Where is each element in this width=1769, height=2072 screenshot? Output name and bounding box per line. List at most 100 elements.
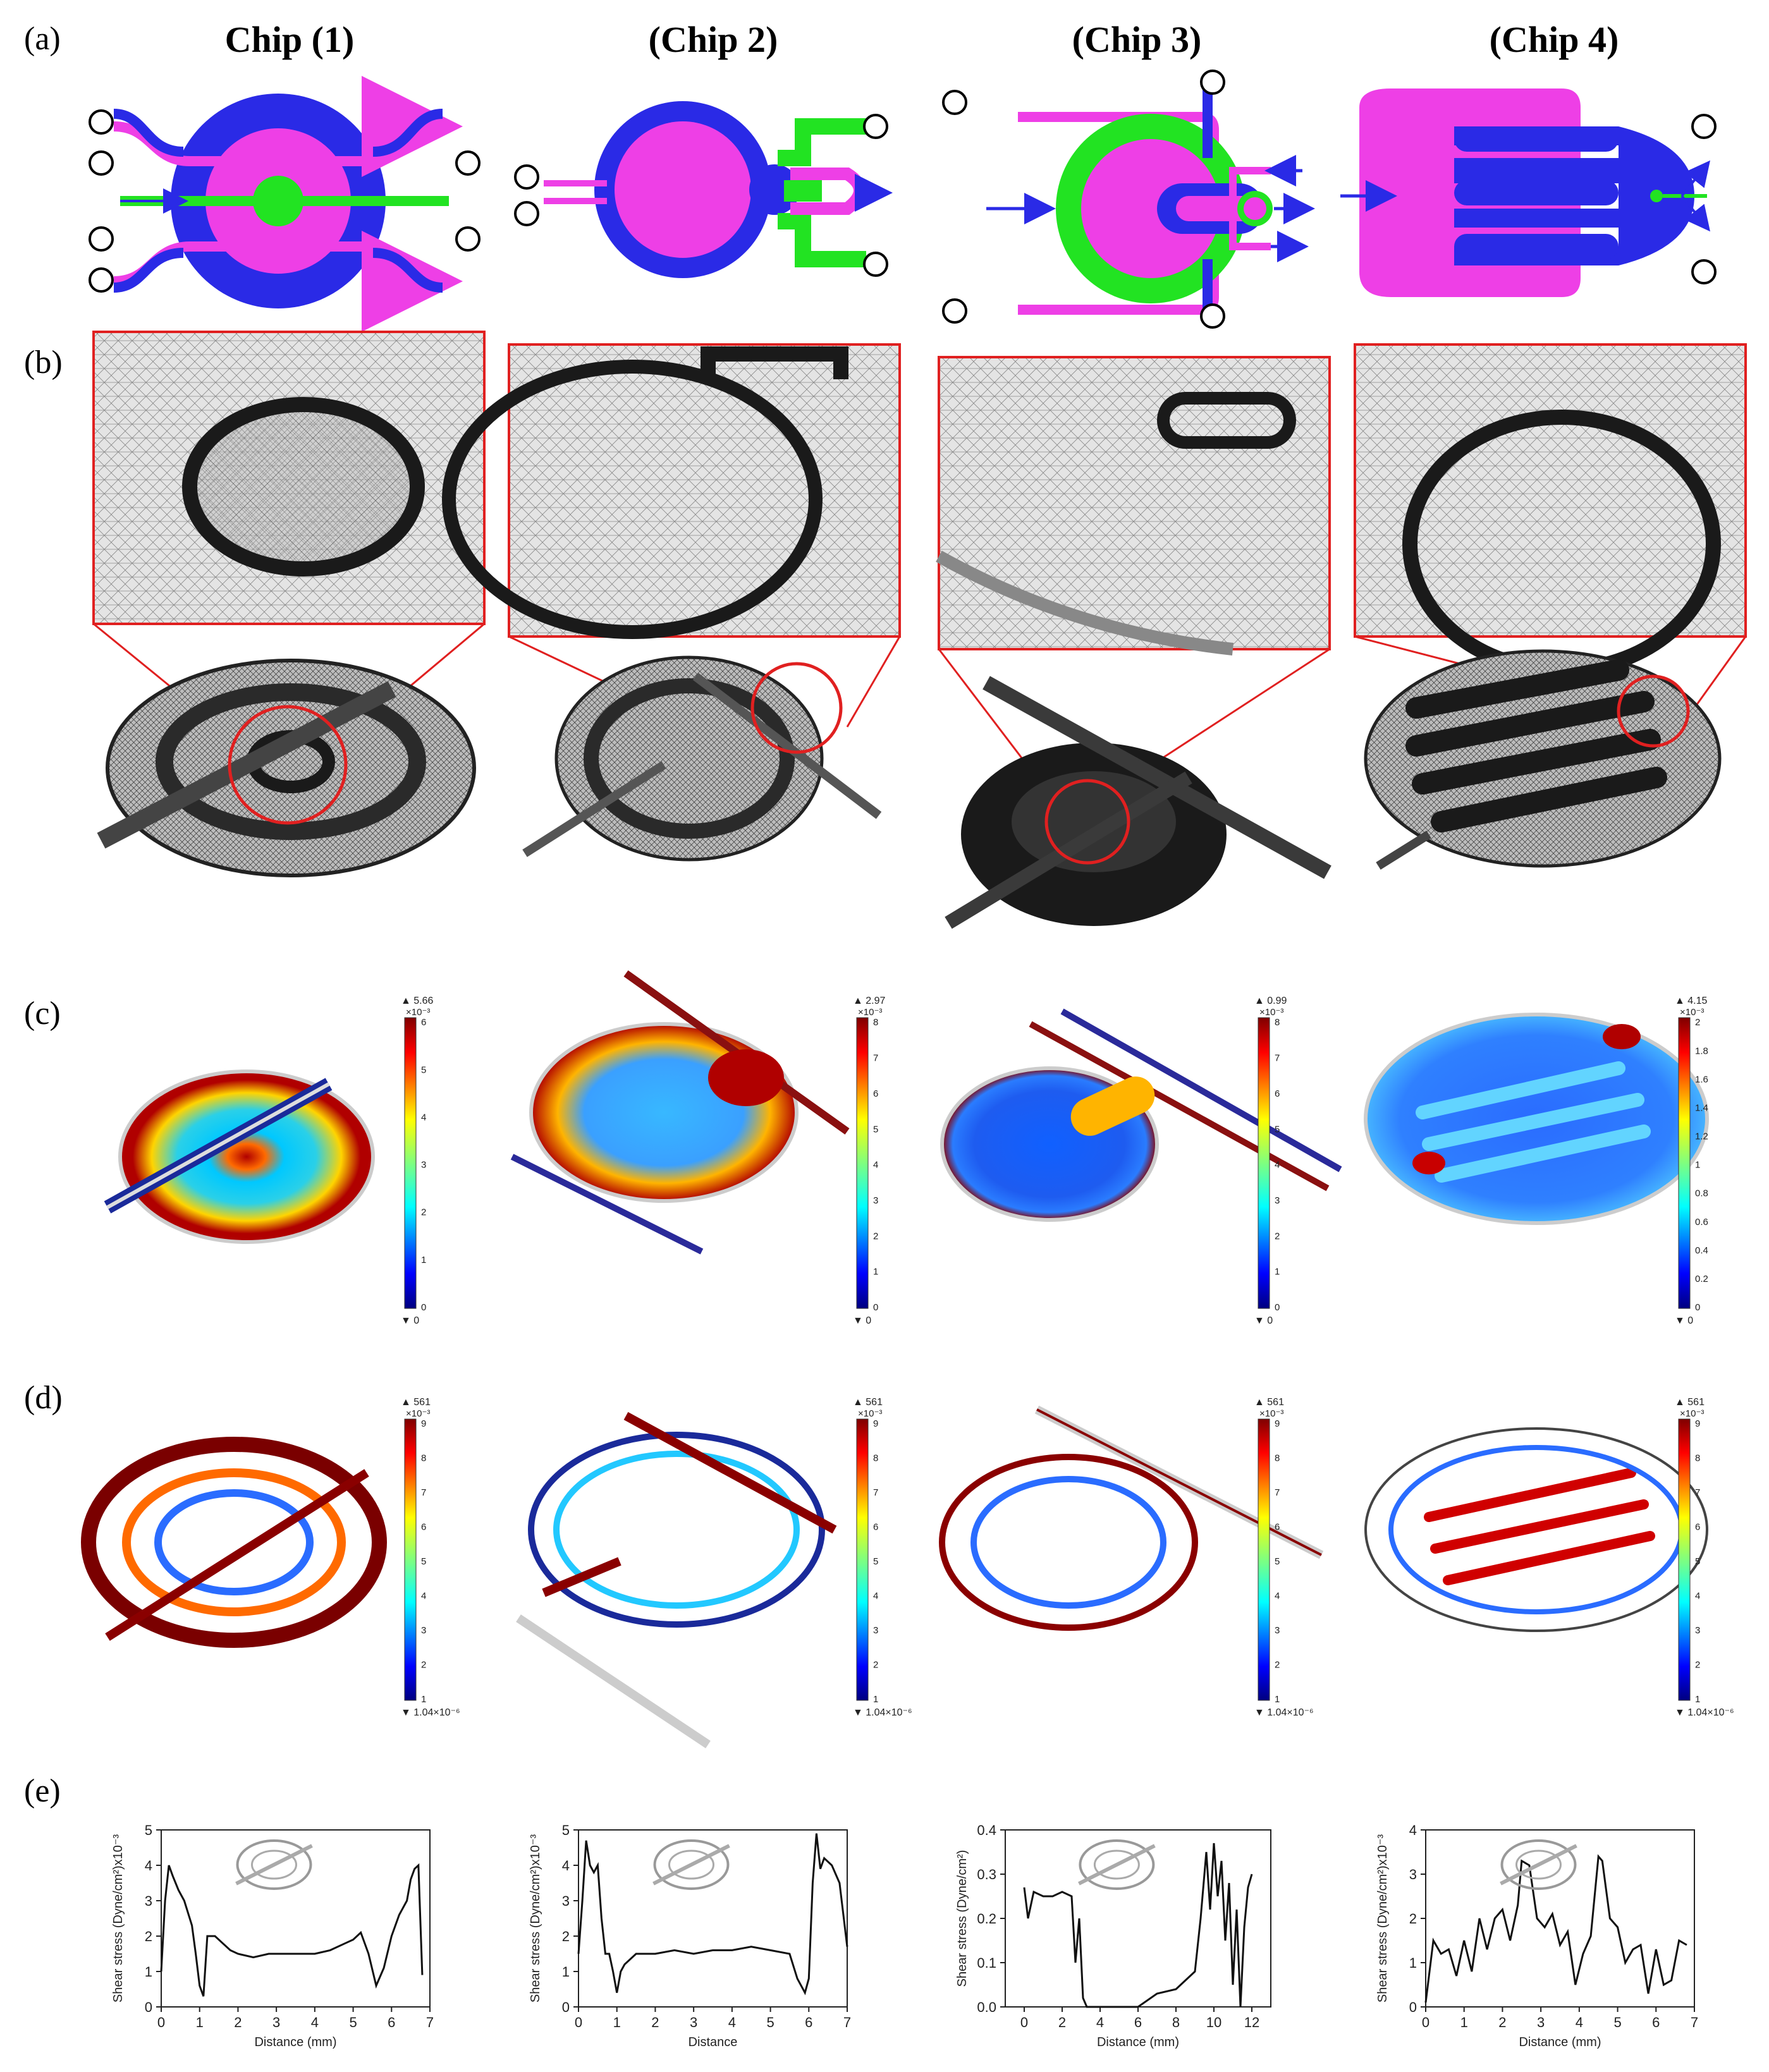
x-axis-label: Distance (mm) <box>1519 2035 1601 2049</box>
colorbar-tick: 2 <box>1695 1659 1700 1670</box>
colorbar-c-1: ▲ 5.66×10⁻³ ▼ 00 1 2 3 4 5 6 <box>401 996 434 1326</box>
colorbar-tick: 6 <box>421 1521 426 1532</box>
x-tick-label: 2 <box>1498 2014 1506 2030</box>
colorbar-min-label: ▼ 0 <box>401 1315 419 1326</box>
colorbar-tick: 9 <box>1695 1418 1700 1429</box>
inset-outer-ring <box>1500 1839 1577 1890</box>
colorbar-tick: 3 <box>421 1625 426 1636</box>
panel-label-d: (d) <box>24 1380 63 1416</box>
colorbar-tick: 2 <box>873 1231 878 1241</box>
colorbar-tick: 6 <box>1695 1521 1700 1532</box>
colorbar-tick: 1.6 <box>1695 1074 1708 1085</box>
y-tick-label: 0.4 <box>977 1822 996 1838</box>
colorbar-gradient <box>856 1017 869 1309</box>
y-tick-label: 3 <box>562 1893 570 1909</box>
x-tick-label: 3 <box>1537 2014 1545 2030</box>
x-tick-label: 12 <box>1244 2014 1259 2030</box>
chip-2-header: (Chip 2) <box>649 19 778 60</box>
colorbar-exponent-label: ×10⁻³ <box>858 1007 882 1018</box>
colorbar-max-label: ▲ 2.97 <box>853 996 886 1006</box>
y-tick-label: 1 <box>562 1964 570 1980</box>
chip-2-shear-map <box>510 970 850 1255</box>
chip-4-schematic <box>1340 88 1717 297</box>
y-axis-label: Shear stress (Dyne/cm²)x10⁻³ <box>529 1834 542 2003</box>
chip-2-schematic <box>514 101 893 278</box>
y-tick-label: 0.1 <box>977 1955 996 1971</box>
colorbar-tick: 8 <box>421 1453 426 1463</box>
colorbar-tick: 0.8 <box>1695 1188 1708 1199</box>
colorbar-tick: 9 <box>421 1418 426 1429</box>
colorbar-tick: 0 <box>1275 1302 1280 1313</box>
chip-inset-icon <box>1500 1839 1577 1890</box>
shear-chart-2: 0 1 2 3 4 5 6 7 0 1 2 3 4 5 Distance Shear stress (Dyne… <box>529 1822 851 2049</box>
colorbar-tick: 9 <box>1275 1418 1280 1429</box>
colorbar-c-4: ▲ 4.15×10⁻³ ▼ 00 0.2 0.4 0.6 0.8 1 1.2 1.4 1.6 1.8… <box>1675 996 1708 1326</box>
x-tick-label: 6 <box>1652 2014 1660 2030</box>
colorbar-tick: 3 <box>1695 1625 1700 1636</box>
x-tick-label: 4 <box>1576 2014 1583 2030</box>
colorbar-tick: 3 <box>421 1160 426 1171</box>
colorbar-tick: 0 <box>873 1302 878 1313</box>
colorbar-tick: 1 <box>421 1255 426 1265</box>
colorbar-tick: 5 <box>873 1556 878 1567</box>
inset-channel <box>1078 1844 1156 1886</box>
colorbar-tick: 5 <box>1695 1556 1700 1567</box>
inset-inner-ring <box>251 1850 297 1880</box>
colorbar-tick: 2 <box>421 1207 426 1218</box>
chip-inset-icon <box>652 1839 730 1890</box>
chip-3-schematic <box>942 70 1315 329</box>
colorbar-exponent-label: ×10⁻³ <box>1259 1408 1283 1419</box>
x-tick-label: 5 <box>766 2014 774 2030</box>
colorbar-min-label: ▼ 1.04×10⁻⁶ <box>1675 1707 1734 1718</box>
colorbar-gradient <box>1678 1017 1691 1309</box>
colorbar-tick: 1.2 <box>1695 1131 1708 1142</box>
y-tick-label: 5 <box>562 1822 570 1838</box>
colorbar-tick: 2 <box>421 1659 426 1670</box>
colorbar-tick: 5 <box>421 1064 426 1075</box>
chip-1-shear-map <box>104 1070 375 1244</box>
inset-inner-ring <box>1515 1850 1562 1880</box>
colorbar-c-3: ▲ 0.99×10⁻³ ▼ 00 1 2 3 4 5 6 7 8 <box>1254 996 1287 1326</box>
x-tick-label: 6 <box>388 2014 395 2030</box>
x-tick-label: 7 <box>843 2014 851 2030</box>
colorbar-tick: 4 <box>421 1112 426 1123</box>
chip-1-header: Chip (1) <box>225 19 355 60</box>
colorbar-tick: 7 <box>1275 1487 1280 1498</box>
colorbar-tick: 6 <box>1275 1088 1280 1099</box>
chip-2-mesh <box>442 343 901 862</box>
y-tick-label: 4 <box>562 1858 570 1874</box>
colorbar-gradient <box>856 1418 869 1701</box>
colorbar-tick: 4 <box>1275 1590 1280 1601</box>
x-tick-label: 0 <box>1422 2014 1429 2030</box>
y-tick-label: 0.2 <box>977 1911 996 1927</box>
colorbar-tick: 3 <box>1275 1625 1280 1636</box>
shear-chart-4: 0 1 2 3 4 5 6 7 0 1 2 3 4 Distance (mm) Shear stress (… <box>1376 1822 1698 2049</box>
y-tick-label: 0 <box>1409 1999 1417 2015</box>
colorbar-exponent-label: ×10⁻³ <box>406 1007 430 1018</box>
x-axis-label: Distance (mm) <box>254 2035 336 2049</box>
colorbar-tick: 1 <box>1695 1160 1700 1171</box>
colorbar-tick: 7 <box>873 1487 878 1498</box>
chip-4-shear-map <box>1364 1013 1709 1225</box>
x-tick-label: 7 <box>426 2014 434 2030</box>
colorbar-tick: 1 <box>873 1694 878 1705</box>
colorbar-tick: 7 <box>1275 1053 1280 1064</box>
panel-label-c: (c) <box>24 996 61 1032</box>
inset-outer-ring <box>1079 1839 1155 1890</box>
colorbar-min-label: ▼ 0 <box>1675 1315 1693 1326</box>
x-tick-label: 1 <box>1460 2014 1468 2030</box>
colorbar-min-label: ▼ 1.04×10⁻⁶ <box>1254 1707 1314 1718</box>
x-tick-label: 0 <box>575 2014 582 2030</box>
colorbar-max-label: ▲ 4.15 <box>1675 996 1708 1006</box>
x-tick-label: 6 <box>805 2014 812 2030</box>
x-tick-label: 0 <box>157 2014 165 2030</box>
colorbar-tick: 1 <box>873 1267 878 1277</box>
colorbar-gradient <box>404 1418 417 1701</box>
x-tick-label: 2 <box>1058 2014 1066 2030</box>
colorbar-tick: 1 <box>1275 1267 1280 1277</box>
x-tick-label: 3 <box>272 2014 280 2030</box>
chart-frame <box>578 1829 848 2008</box>
chip-3-shear-map <box>940 1008 1342 1222</box>
colorbar-tick: 0.2 <box>1695 1274 1708 1284</box>
y-tick-label: 4 <box>145 1858 152 1874</box>
